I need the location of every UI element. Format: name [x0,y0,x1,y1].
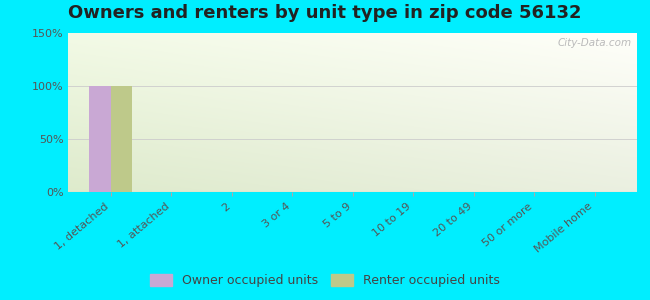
Legend: Owner occupied units, Renter occupied units: Owner occupied units, Renter occupied un… [145,269,505,292]
Text: Owners and renters by unit type in zip code 56132: Owners and renters by unit type in zip c… [68,4,582,22]
Bar [111,86,132,192]
Text: City-Data.com: City-Data.com [557,38,631,48]
Bar [90,86,110,192]
